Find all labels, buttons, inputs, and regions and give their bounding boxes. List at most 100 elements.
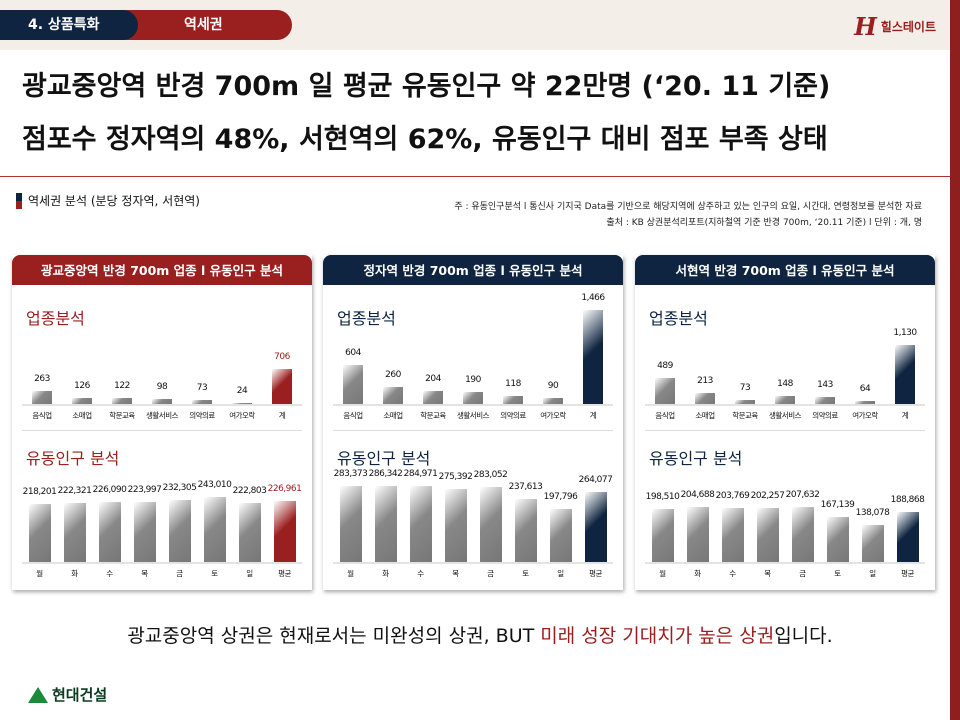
- baseline: [22, 562, 302, 564]
- category-label: 일: [557, 569, 564, 578]
- category-label: 음식업: [655, 411, 675, 420]
- category-label: 수: [106, 569, 113, 578]
- bar: [98, 501, 121, 562]
- value-label: 275,392: [438, 471, 473, 482]
- traffic-chart: 218,201 월 222,321 화 226,090 수 223,997 목 232,305 금…: [22, 255, 302, 590]
- value-label: 243,010: [197, 480, 232, 491]
- bar: [112, 397, 132, 404]
- bar: [339, 486, 362, 562]
- value-label: 90: [547, 381, 559, 392]
- category-label: 의약의료: [812, 411, 838, 420]
- bar: [735, 400, 755, 404]
- separator: [22, 430, 302, 431]
- panel-1: 정자역 반경 700m 업종 l 유동인구 분석 업종분석 604 음식업 260 소매업…: [323, 255, 623, 590]
- bar: [168, 500, 191, 562]
- category-label: 목: [452, 569, 459, 578]
- value-label: 203,769: [715, 490, 750, 501]
- category-label: 생활서비스: [769, 411, 802, 420]
- bar: [409, 486, 432, 562]
- category-label: 음식업: [343, 411, 363, 420]
- bar: [549, 509, 572, 562]
- category-label: 생활서비스: [146, 411, 179, 420]
- separator: [645, 430, 925, 431]
- baseline: [22, 404, 302, 406]
- value-label: 283,052: [473, 469, 508, 480]
- category-label: 월: [659, 569, 666, 578]
- divider: [0, 176, 950, 177]
- value-label: 604: [345, 348, 361, 359]
- category-label: 금: [487, 569, 494, 578]
- bar: [543, 398, 563, 404]
- bar: [28, 503, 51, 562]
- category-label: 토: [834, 569, 841, 578]
- bar: [583, 310, 603, 404]
- category-label: 소매업: [695, 411, 715, 420]
- value-label: 218,201: [22, 486, 57, 497]
- bar: [896, 511, 919, 562]
- bar: [721, 507, 744, 562]
- category-label: 평균: [589, 569, 602, 578]
- value-label: 138,078: [855, 508, 890, 519]
- category-label: 생활서비스: [457, 411, 490, 420]
- bar: [383, 387, 403, 404]
- hyundai-brand: 현대건설: [52, 686, 108, 704]
- bar: [343, 365, 363, 404]
- value-label: 204,688: [680, 490, 715, 501]
- value-label: 226,961: [267, 484, 302, 495]
- panel-2: 서현역 반경 700m 업종 l 유동인구 분석 업종분석 489 음식업 213 소매업…: [635, 255, 935, 590]
- bar: [775, 396, 795, 404]
- bar: [32, 390, 52, 404]
- category-label: 금: [176, 569, 183, 578]
- bar: [503, 396, 523, 404]
- category-label: 일: [869, 569, 876, 578]
- value-label: 188,868: [890, 494, 925, 505]
- traffic-chart: 283,373 월 286,342 화 284,971 수 275,392 목 283,052 금…: [333, 255, 613, 590]
- value-label: 237,613: [508, 481, 543, 492]
- category-label: 화: [694, 569, 701, 578]
- bar: [826, 517, 849, 562]
- value-label: 197,796: [543, 492, 578, 503]
- value-label: 232,305: [162, 483, 197, 494]
- baseline: [645, 562, 925, 564]
- bar: [152, 399, 172, 404]
- bar: [232, 402, 252, 404]
- category-label: 여가오락: [540, 411, 566, 420]
- category-label: 학문교육: [732, 411, 758, 420]
- value-label: 24: [236, 385, 248, 396]
- category-label: 월: [36, 569, 43, 578]
- panel-0: 광교중앙역 반경 700m 업종 l 유동인구 분석 업종분석 263 음식업 126 소…: [12, 255, 312, 590]
- bottom-text-end: 입니다.: [774, 625, 833, 647]
- value-label: 283,373: [333, 469, 368, 480]
- value-label: 126: [74, 380, 90, 391]
- bar: [791, 506, 814, 562]
- bar: [695, 392, 715, 404]
- category-label: 화: [382, 569, 389, 578]
- bar: [861, 525, 884, 562]
- bar: [686, 507, 709, 562]
- value-label: 167,139: [820, 500, 855, 511]
- category-label: 소매업: [72, 411, 92, 420]
- bar: [192, 400, 212, 404]
- value-label: 204: [425, 373, 441, 384]
- category-label: 소매업: [383, 411, 403, 420]
- chart-title: 유동인구 분석: [649, 449, 743, 468]
- value-label: 98: [156, 382, 168, 393]
- bar: [238, 502, 261, 562]
- panel-header: 광교중앙역 반경 700m 업종 l 유동인구 분석: [12, 255, 312, 285]
- bottom-text: 광교중앙역 상권은 현재로서는 미완성의 상권, BUT: [127, 625, 541, 647]
- category-label: 월: [347, 569, 354, 578]
- value-label: 213: [697, 375, 713, 386]
- value-label: 143: [817, 379, 833, 390]
- bar: [514, 498, 537, 562]
- hillstate-logo: H 힐스테이트: [854, 12, 936, 41]
- logo-text: 힐스테이트: [880, 20, 936, 34]
- bar: [423, 390, 443, 404]
- business-chart: 604 음식업 260 소매업 204 학문교육 190 생활서비스 118 의약의료 90 여가오락…: [333, 255, 613, 590]
- bar: [273, 501, 296, 562]
- category-label: 의약의료: [500, 411, 526, 420]
- category-label: 금: [799, 569, 806, 578]
- bar: [815, 396, 835, 404]
- value-label: 284,971: [403, 469, 438, 479]
- note: 주 : 유동인구분석 l 통신사 기지국 Data를 기반으로 해당지역에 상주…: [454, 202, 922, 212]
- bar: [651, 509, 674, 562]
